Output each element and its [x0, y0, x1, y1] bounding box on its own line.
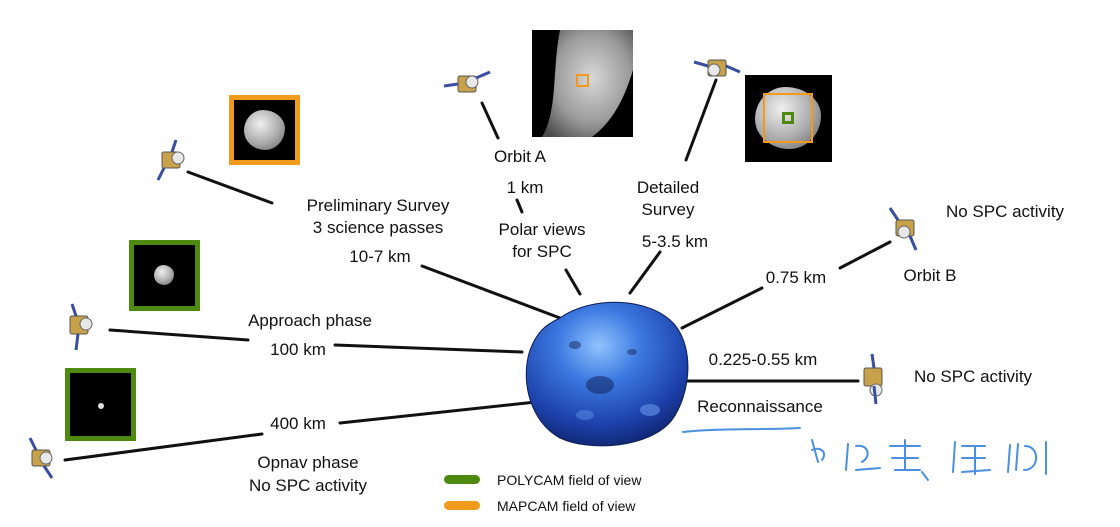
opnav-line-a [63, 432, 264, 462]
recon-no-spc-label: No SPC activity [913, 367, 1033, 386]
polar-views-label: Polar views [498, 220, 586, 239]
approach-range-label: 100 km [270, 340, 326, 359]
spacecraft-approach-icon [62, 302, 102, 351]
polycam-thumbnail-opnav [65, 368, 136, 441]
opnav-phase-label: Opnav phase [257, 453, 359, 472]
orbit-a-line-b [515, 198, 524, 214]
detailed-survey-image [745, 75, 832, 162]
detailed-label: Detailed [636, 178, 700, 197]
opnav-range-label: 400 km [270, 414, 326, 433]
orbit-b-range-label: 0.75 km [765, 268, 827, 287]
approach-phase-label: Approach phase [248, 311, 372, 330]
prelim-survey-line-b [420, 264, 562, 320]
reconnaissance-label: Reconnaissance [697, 397, 823, 416]
prelim-range-label: 10-7 km [349, 247, 411, 266]
recon-range-label: 0.225-0.55 km [708, 350, 818, 369]
polycam-legend-label: POLYCAM field of view [497, 472, 642, 488]
orbit-b-label: Orbit B [903, 266, 957, 285]
prelim-survey-line-a [186, 170, 274, 205]
orbit-a-closeup-image [532, 30, 633, 137]
preliminary-survey-label: Preliminary Survey [306, 196, 450, 215]
detailed-survey-line-a [684, 78, 718, 162]
approach-line-a [108, 328, 250, 342]
spacecraft-prelim-icon [150, 138, 190, 182]
mapcam-fov-box [576, 74, 589, 87]
survey-label: Survey [641, 200, 695, 219]
mapcam-thumbnail-prelim [229, 95, 300, 165]
orbit-a-line-a [480, 101, 500, 140]
polycam-fov-box [782, 112, 794, 124]
opnav-line-b [338, 400, 538, 425]
approach-line-b [333, 343, 524, 354]
spacecraft-detailed-icon [692, 52, 741, 96]
orbit-b-line-b [680, 286, 764, 330]
asteroid-bennu [525, 301, 689, 447]
mapcam-legend-swatch [444, 501, 480, 510]
orbit-b-no-spc-label: No SPC activity [945, 202, 1065, 221]
detailed-range-label: 5-3.5 km [641, 232, 709, 251]
asteroid-thumbnail-image [244, 110, 285, 150]
opnav-no-spc-label: No SPC activity [248, 476, 368, 495]
asteroid-thumbnail-image [755, 87, 821, 149]
orbit-b-line-a [838, 240, 892, 270]
mapcam-fov-box [763, 93, 813, 143]
orbit-a-line-c [564, 268, 582, 296]
orbit-a-range-label: 1 km [506, 178, 544, 197]
for-spc-label: for SPC [512, 242, 572, 261]
orbit-a-label: Orbit A [494, 147, 546, 166]
science-passes-label: 3 science passes [312, 218, 444, 237]
polycam-legend-swatch [444, 475, 480, 484]
asteroid-thumbnail-image [98, 403, 104, 409]
spacecraft-orbit-a-icon [442, 68, 491, 112]
detailed-survey-line-b [628, 250, 662, 295]
spacecraft-recon-icon [856, 352, 896, 405]
polycam-thumbnail-approach [129, 240, 200, 311]
spacecraft-orbit-b-icon [884, 206, 924, 251]
spacecraft-opnav-icon [22, 436, 62, 480]
handwritten-annotation [682, 427, 1047, 481]
asteroid-thumbnail-image [154, 265, 174, 285]
mapcam-legend-label: MAPCAM field of view [497, 498, 636, 514]
